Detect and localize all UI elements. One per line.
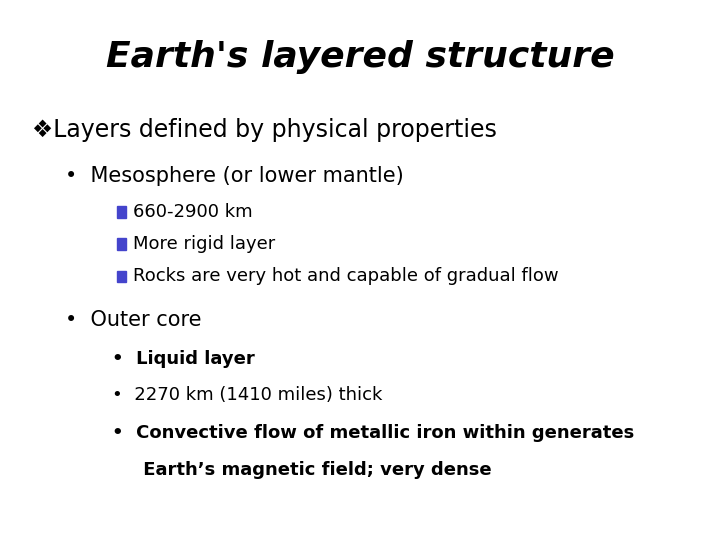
FancyBboxPatch shape bbox=[117, 238, 126, 250]
Text: Earth’s magnetic field; very dense: Earth’s magnetic field; very dense bbox=[112, 461, 491, 479]
Text: •  Mesosphere (or lower mantle): • Mesosphere (or lower mantle) bbox=[65, 165, 403, 186]
Text: Rocks are very hot and capable of gradual flow: Rocks are very hot and capable of gradua… bbox=[133, 267, 559, 286]
FancyBboxPatch shape bbox=[117, 271, 126, 282]
Text: ❖Layers defined by physical properties: ❖Layers defined by physical properties bbox=[32, 118, 498, 141]
Text: •  2270 km (1410 miles) thick: • 2270 km (1410 miles) thick bbox=[112, 386, 382, 404]
Text: 660-2900 km: 660-2900 km bbox=[133, 202, 253, 221]
Text: •  Convective flow of metallic iron within generates: • Convective flow of metallic iron withi… bbox=[112, 424, 634, 442]
Text: •  Outer core: • Outer core bbox=[65, 309, 202, 330]
Text: More rigid layer: More rigid layer bbox=[133, 235, 276, 253]
Text: Earth's layered structure: Earth's layered structure bbox=[106, 40, 614, 73]
FancyBboxPatch shape bbox=[117, 206, 126, 218]
Text: •  Liquid layer: • Liquid layer bbox=[112, 350, 254, 368]
